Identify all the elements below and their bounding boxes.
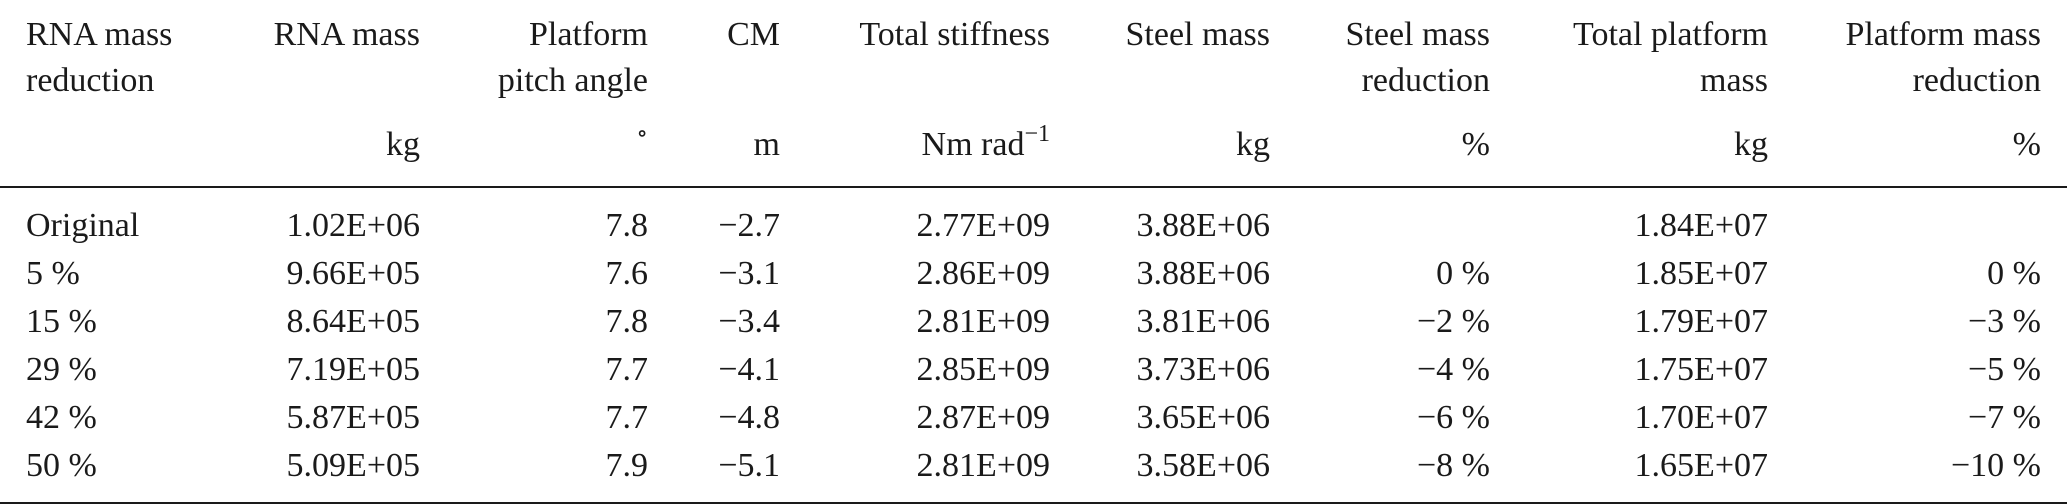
cell-platform-pitch-angle: 7.6 [605, 255, 649, 292]
cell-rna-mass-reduction: 29 % [26, 351, 97, 388]
unit-total-stiffness-exponent: −1 [1024, 121, 1050, 147]
cell-platform-pitch-angle: 7.7 [605, 399, 649, 436]
cell-platform-mass-reduction: −5 % [1968, 351, 2041, 388]
unit-platform-pitch-angle: ∘ [420, 108, 648, 188]
cell-steel-mass-reduction: −4 % [1417, 351, 1490, 388]
table-header: RNA mass reduction RNA mass Platform pit… [0, 0, 2067, 188]
cell-total-platform-mass: 1.84E+07 [1634, 207, 1768, 244]
cell-platform-pitch-angle: 7.7 [605, 351, 649, 388]
cell-rna-mass-reduction: 50 % [0, 442, 240, 504]
cell-cm: −5.1 [648, 442, 780, 504]
cell-total-stiffness: 2.81E+09 [780, 442, 1050, 504]
header-total-stiffness: Total stiffness [859, 16, 1050, 53]
table-body: Original 1.02E+06 7.8 −2.7 2.77E+09 3.88… [0, 187, 2067, 504]
header-label-row: RNA mass reduction RNA mass Platform pit… [0, 0, 2067, 108]
unit-total-stiffness: Nm rad−1 [780, 108, 1050, 188]
cell-total-platform-mass: 1.70E+07 [1634, 399, 1768, 436]
table-row: 42 % 5.87E+05 7.7 −4.8 2.87E+09 3.65E+06… [0, 394, 2067, 442]
cell-rna-mass-reduction: 5 % [26, 255, 80, 292]
cell-rna-mass: 7.19E+05 [286, 351, 420, 388]
cell-total-stiffness: 2.87E+09 [916, 399, 1050, 436]
cell-total-stiffness: 2.85E+09 [916, 351, 1050, 388]
table-row: 29 % 7.19E+05 7.7 −4.1 2.85E+09 3.73E+06… [0, 346, 2067, 394]
data-table-container: RNA mass reduction RNA mass Platform pit… [0, 16, 2067, 504]
unit-platform-mass-reduction: % [1768, 108, 2067, 188]
cell-cm: −3.1 [718, 255, 780, 292]
cell-platform-mass-reduction: 0 % [1987, 255, 2041, 292]
unit-rna-mass-reduction [0, 108, 240, 188]
cell-rna-mass-reduction: 42 % [26, 399, 97, 436]
header-total-platform-mass: Total platform mass [1573, 16, 1768, 99]
header-platform-mass-reduction: Platform mass reduction [1845, 16, 2041, 99]
header-unit-row: kg ∘ m Nm rad−1 kg % kg % [0, 108, 2067, 188]
cell-steel-mass: 3.81E+06 [1136, 303, 1270, 340]
cell-rna-mass: 9.66E+05 [286, 255, 420, 292]
cell-total-platform-mass: 1.85E+07 [1634, 255, 1768, 292]
cell-cm: −3.4 [718, 303, 780, 340]
cell-steel-mass-reduction: 0 % [1436, 255, 1490, 292]
cell-platform-pitch-angle: 7.9 [420, 442, 648, 504]
table-row: 15 % 8.64E+05 7.8 −3.4 2.81E+09 3.81E+06… [0, 298, 2067, 346]
unit-steel-mass-reduction: % [1270, 108, 1490, 188]
header-steel-mass: Steel mass [1125, 16, 1270, 53]
cell-steel-mass: 3.88E+06 [1136, 255, 1270, 292]
cell-cm: −4.1 [718, 351, 780, 388]
header-rna-mass: RNA mass [273, 16, 420, 53]
cell-rna-mass-reduction: Original [26, 207, 140, 244]
cell-platform-mass-reduction: −10 % [1768, 442, 2067, 504]
cell-total-stiffness: 2.86E+09 [916, 255, 1050, 292]
cell-steel-mass-reduction: −2 % [1417, 303, 1490, 340]
cell-rna-mass: 5.87E+05 [286, 399, 420, 436]
cell-total-platform-mass: 1.75E+07 [1634, 351, 1768, 388]
table-row: 50 % 5.09E+05 7.9 −5.1 2.81E+09 3.58E+06… [0, 442, 2067, 504]
cell-total-platform-mass: 1.65E+07 [1490, 442, 1768, 504]
cell-cm: −4.8 [718, 399, 780, 436]
table-row: 5 % 9.66E+05 7.6 −3.1 2.86E+09 3.88E+06 … [0, 250, 2067, 298]
cell-steel-mass-reduction [1270, 187, 1490, 250]
cell-steel-mass: 3.58E+06 [1050, 442, 1270, 504]
cell-rna-mass: 1.02E+06 [286, 207, 420, 244]
cell-steel-mass-reduction: −6 % [1417, 399, 1490, 436]
unit-rna-mass: kg [240, 108, 420, 188]
cell-cm: −2.7 [718, 207, 780, 244]
cell-platform-mass-reduction [1768, 187, 2067, 250]
degree-symbol: ∘ [636, 121, 648, 147]
cell-rna-mass: 5.09E+05 [240, 442, 420, 504]
cell-total-stiffness: 2.81E+09 [916, 303, 1050, 340]
cell-steel-mass: 3.73E+06 [1136, 351, 1270, 388]
cell-steel-mass: 3.88E+06 [1136, 207, 1270, 244]
unit-steel-mass: kg [1050, 108, 1270, 188]
cell-rna-mass-reduction: 15 % [26, 303, 97, 340]
cell-platform-pitch-angle: 7.8 [605, 207, 649, 244]
cell-steel-mass: 3.65E+06 [1136, 399, 1270, 436]
cell-rna-mass: 8.64E+05 [286, 303, 420, 340]
table-row: Original 1.02E+06 7.8 −2.7 2.77E+09 3.88… [0, 187, 2067, 250]
header-cm: CM [727, 16, 780, 53]
unit-total-stiffness-base: Nm rad [921, 126, 1025, 163]
header-platform-pitch-angle: Platform pitch angle [497, 16, 648, 99]
cell-platform-pitch-angle: 7.8 [605, 303, 649, 340]
header-steel-mass-reduction: Steel mass reduction [1345, 16, 1490, 99]
unit-cm: m [648, 108, 780, 188]
cell-steel-mass-reduction: −8 % [1270, 442, 1490, 504]
unit-total-platform-mass: kg [1490, 108, 1768, 188]
header-rna-mass-reduction: RNA mass reduction [26, 16, 173, 99]
cell-platform-mass-reduction: −7 % [1968, 399, 2041, 436]
cell-total-platform-mass: 1.79E+07 [1634, 303, 1768, 340]
cell-platform-mass-reduction: −3 % [1968, 303, 2041, 340]
cell-total-stiffness: 2.77E+09 [916, 207, 1050, 244]
